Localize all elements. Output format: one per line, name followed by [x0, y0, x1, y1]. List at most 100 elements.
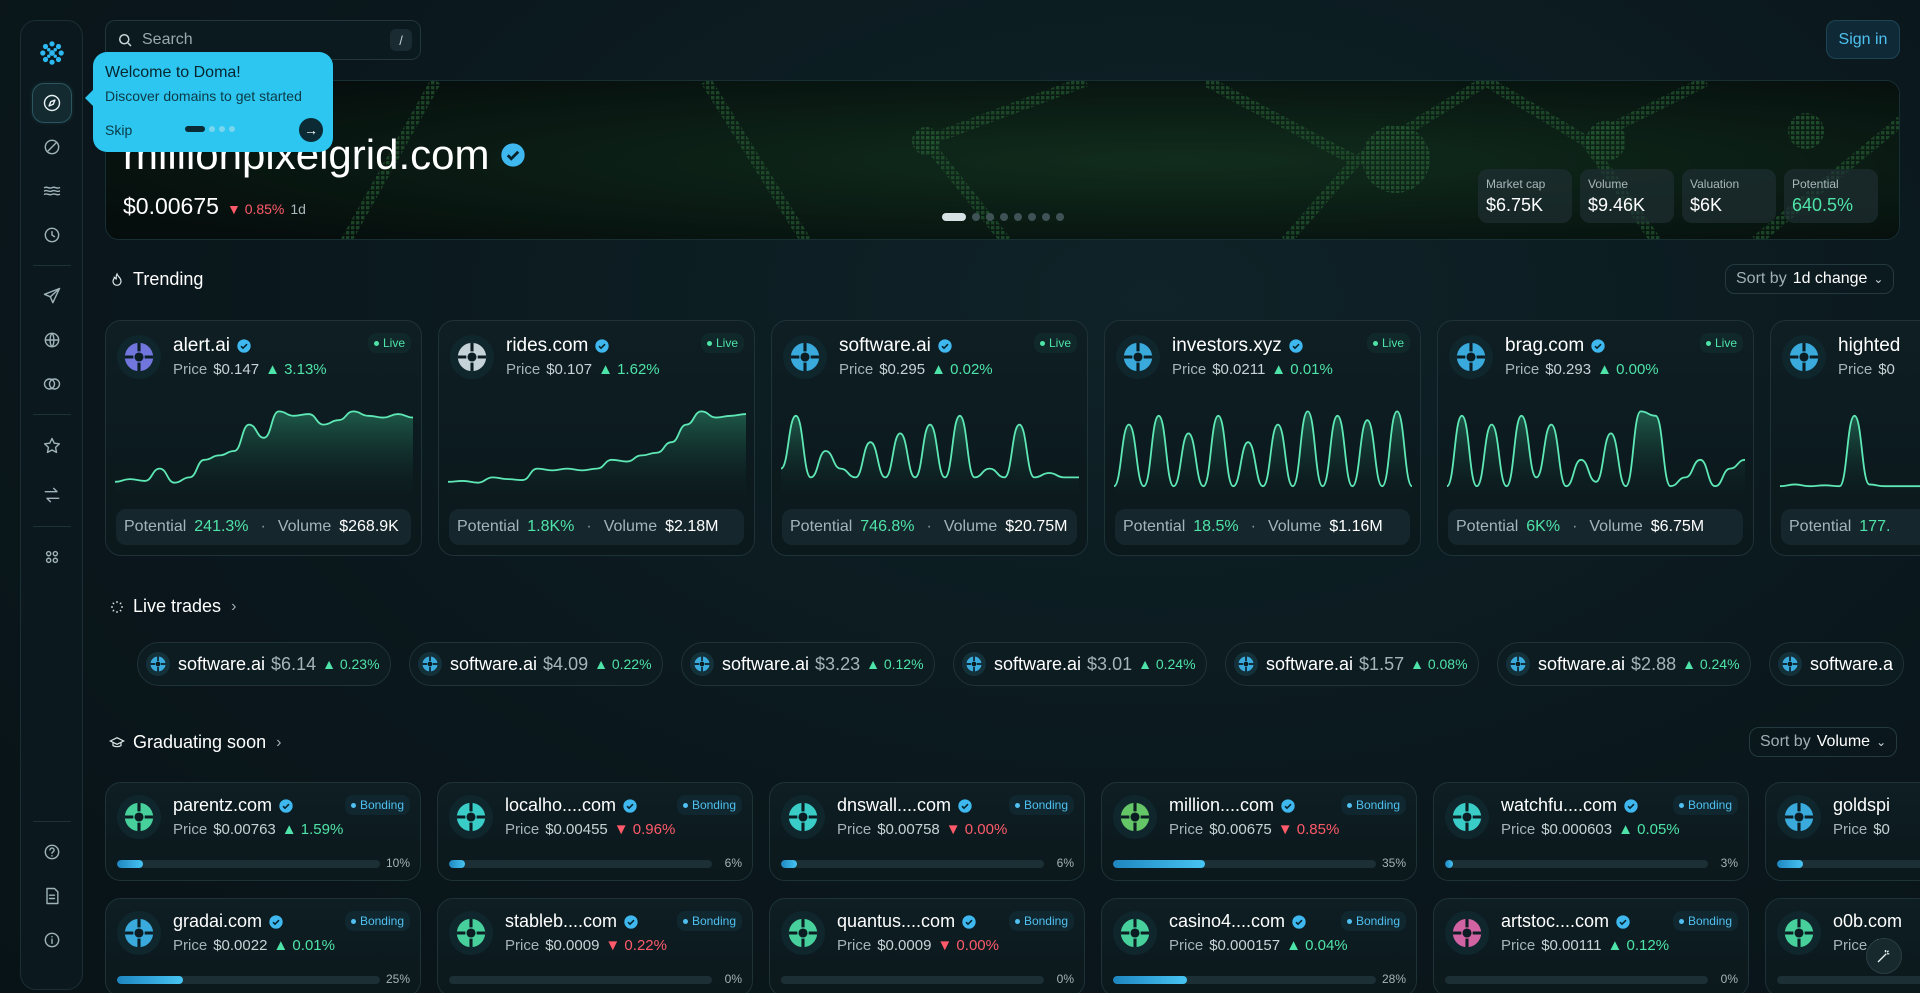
carousel-dot[interactable]: [1056, 213, 1064, 221]
graduating-sort-dropdown[interactable]: Sort by Volume ⌄: [1749, 727, 1898, 757]
graduating-card[interactable]: goldspi Price $0: [1765, 782, 1920, 881]
graduating-card[interactable]: watchfu....com Price $0.000603 ▲ 0.05% Bondi…: [1433, 782, 1749, 881]
trade-chip[interactable]: software.ai $1.57 ▲ 0.08%: [1225, 642, 1479, 686]
domain-name-row: stableb....com: [505, 911, 639, 932]
trade-price: $1.57: [1359, 653, 1405, 674]
carousel-dot[interactable]: [1028, 213, 1036, 221]
verified-icon: [1292, 914, 1306, 929]
price-value: $0.147: [213, 361, 260, 378]
carousel-dot[interactable]: [1014, 213, 1022, 221]
domain-avatar: [1445, 795, 1489, 839]
star-icon[interactable]: [32, 426, 72, 466]
magic-wand-button[interactable]: [1866, 938, 1902, 974]
trade-chip[interactable]: software.ai $3.23 ▲ 0.12%: [681, 642, 935, 686]
card-footer: Potential 18.5% · Volume $1.16M: [1115, 509, 1410, 545]
domain-avatar: [1445, 911, 1489, 955]
carousel-pagination[interactable]: [942, 213, 1064, 221]
price-value: $0.00111: [1541, 937, 1602, 954]
step-dot: [229, 126, 235, 132]
price-label: Price: [837, 821, 872, 838]
bonding-progress-bar: [117, 860, 380, 868]
carousel-dot[interactable]: [972, 213, 980, 221]
price-label: Price: [1501, 937, 1536, 954]
trending-card[interactable]: alert.ai Price $0.147 ▲ 3.13% Live Potential 2…: [105, 320, 422, 556]
swap-icon[interactable]: [32, 475, 72, 515]
paper-plane-icon[interactable]: [32, 276, 72, 316]
volume-label: Volume: [603, 518, 658, 535]
domain-logo-icon: [788, 802, 818, 832]
info-icon[interactable]: [32, 920, 72, 960]
carousel-dot[interactable]: [1042, 213, 1050, 221]
trending-card[interactable]: software.ai Price $0.295 ▲ 0.02% Live Potenti…: [771, 320, 1088, 556]
graduating-card[interactable]: localho....com Price $0.00455 ▼ 0.96% Bondin…: [437, 782, 753, 881]
stat-label: Valuation: [1690, 177, 1740, 191]
sparkline-chart: [1780, 414, 1920, 505]
graduating-card[interactable]: stableb....com Price $0.0009 ▼ 0.22% Bonding…: [437, 898, 753, 993]
progress-fill: [117, 860, 144, 868]
trending-card[interactable]: highted Price $0 Potential 177.: [1770, 320, 1920, 556]
progress-fill: [1113, 860, 1206, 868]
card-footer: Potential 1.8K% · Volume $2.18M: [449, 509, 744, 545]
search-placeholder: Search: [142, 31, 193, 48]
potential-value: 241.3%: [194, 518, 249, 535]
trending-sort-dropdown[interactable]: Sort by 1d change ⌄: [1725, 264, 1895, 294]
price-label: Price: [173, 821, 208, 838]
clock-icon[interactable]: [32, 215, 72, 255]
price-change: ▲ 0.05%: [1618, 821, 1680, 838]
live-trades-header[interactable]: Live trades ›: [109, 596, 236, 617]
globe-icon[interactable]: [32, 320, 72, 360]
graduating-card[interactable]: quantus....com Price $0.0009 ▼ 0.00% Bonding…: [769, 898, 1085, 993]
hero-domain-title[interactable]: millionpixelgrid.com: [123, 131, 527, 179]
sign-in-button[interactable]: Sign in: [1826, 20, 1900, 59]
domain-name-row: parentz.com: [173, 795, 294, 816]
trade-chip[interactable]: software.ai $4.09 ▲ 0.22%: [409, 642, 663, 686]
price-value: $0: [1873, 821, 1890, 838]
apps-icon[interactable]: [32, 537, 72, 577]
domain-name-row: million....com: [1169, 795, 1296, 816]
document-icon[interactable]: [32, 876, 72, 916]
graduating-card[interactable]: casino4....com Price $0.000157 ▲ 0.04% Bondi…: [1101, 898, 1417, 993]
trending-card[interactable]: investors.xyz Price $0.0211 ▲ 0.01% Live Pote…: [1104, 320, 1421, 556]
help-icon[interactable]: [32, 832, 72, 872]
slash-circle-icon[interactable]: [32, 127, 72, 167]
trade-chip[interactable]: software.ai $3.01 ▲ 0.24%: [953, 642, 1207, 686]
price-row: Price $0.107 ▲ 1.62%: [506, 361, 660, 378]
domain-logo-icon: [456, 802, 486, 832]
carousel-dot[interactable]: [986, 213, 994, 221]
price-change: ▲ 1.62%: [598, 361, 660, 378]
trade-chip[interactable]: software.ai $2.88 ▲ 0.24%: [1497, 642, 1751, 686]
domain-name-row: artstoc....com: [1501, 911, 1631, 932]
trade-chip[interactable]: software.a: [1769, 642, 1905, 686]
graduating-card[interactable]: parentz.com Price $0.00763 ▲ 1.59% Bonding 10…: [105, 782, 421, 881]
trade-price: $3.23: [815, 653, 861, 674]
explore-icon[interactable]: [32, 83, 72, 123]
domain-avatar: [117, 795, 161, 839]
graduating-card[interactable]: artstoc....com Price $0.00111 ▲ 0.12% Bondin…: [1433, 898, 1749, 993]
bonding-progress-bar: [1113, 860, 1376, 868]
progress-percent: 6%: [1056, 856, 1074, 870]
coins-icon[interactable]: [32, 364, 72, 404]
doma-logo-icon[interactable]: [32, 33, 72, 73]
trade-domain: software.ai: [722, 653, 810, 674]
bonding-badge: Bonding: [676, 911, 742, 931]
card-footer: Potential 241.3% · Volume $268.9K: [116, 509, 411, 545]
trending-card[interactable]: rides.com Price $0.107 ▲ 1.62% Live Potential…: [438, 320, 755, 556]
skip-button[interactable]: Skip: [105, 122, 133, 138]
domain-name-row: quantus....com: [837, 911, 977, 932]
domain-avatar: [450, 335, 494, 379]
graduation-cap-icon: [109, 736, 125, 747]
carousel-dot[interactable]: [1000, 213, 1008, 221]
volume-label: Volume: [277, 518, 332, 535]
trade-chip[interactable]: software.ai $6.14 ▲ 0.23%: [137, 642, 391, 686]
carousel-dot[interactable]: [942, 213, 966, 221]
graduating-header[interactable]: Graduating soon ›: [109, 732, 281, 753]
waves-icon[interactable]: [32, 171, 72, 211]
graduating-card[interactable]: gradai.com Price $0.0022 ▲ 0.01% Bonding 25%: [105, 898, 421, 993]
verified-icon: [237, 339, 251, 353]
trending-card[interactable]: brag.com Price $0.293 ▲ 0.00% Live Potential 6…: [1437, 320, 1754, 556]
price-row: Price $0: [1838, 361, 1895, 378]
next-button[interactable]: →: [299, 118, 323, 142]
graduating-card[interactable]: dnswall....com Price $0.00758 ▼ 0.00% Bondin…: [769, 782, 1085, 881]
graduating-card[interactable]: million....com Price $0.00675 ▼ 0.85% Bondin…: [1101, 782, 1417, 881]
hero-banner[interactable]: millionpixelgrid.com $0.00675 ▼ 0.85% 1d…: [105, 80, 1900, 240]
